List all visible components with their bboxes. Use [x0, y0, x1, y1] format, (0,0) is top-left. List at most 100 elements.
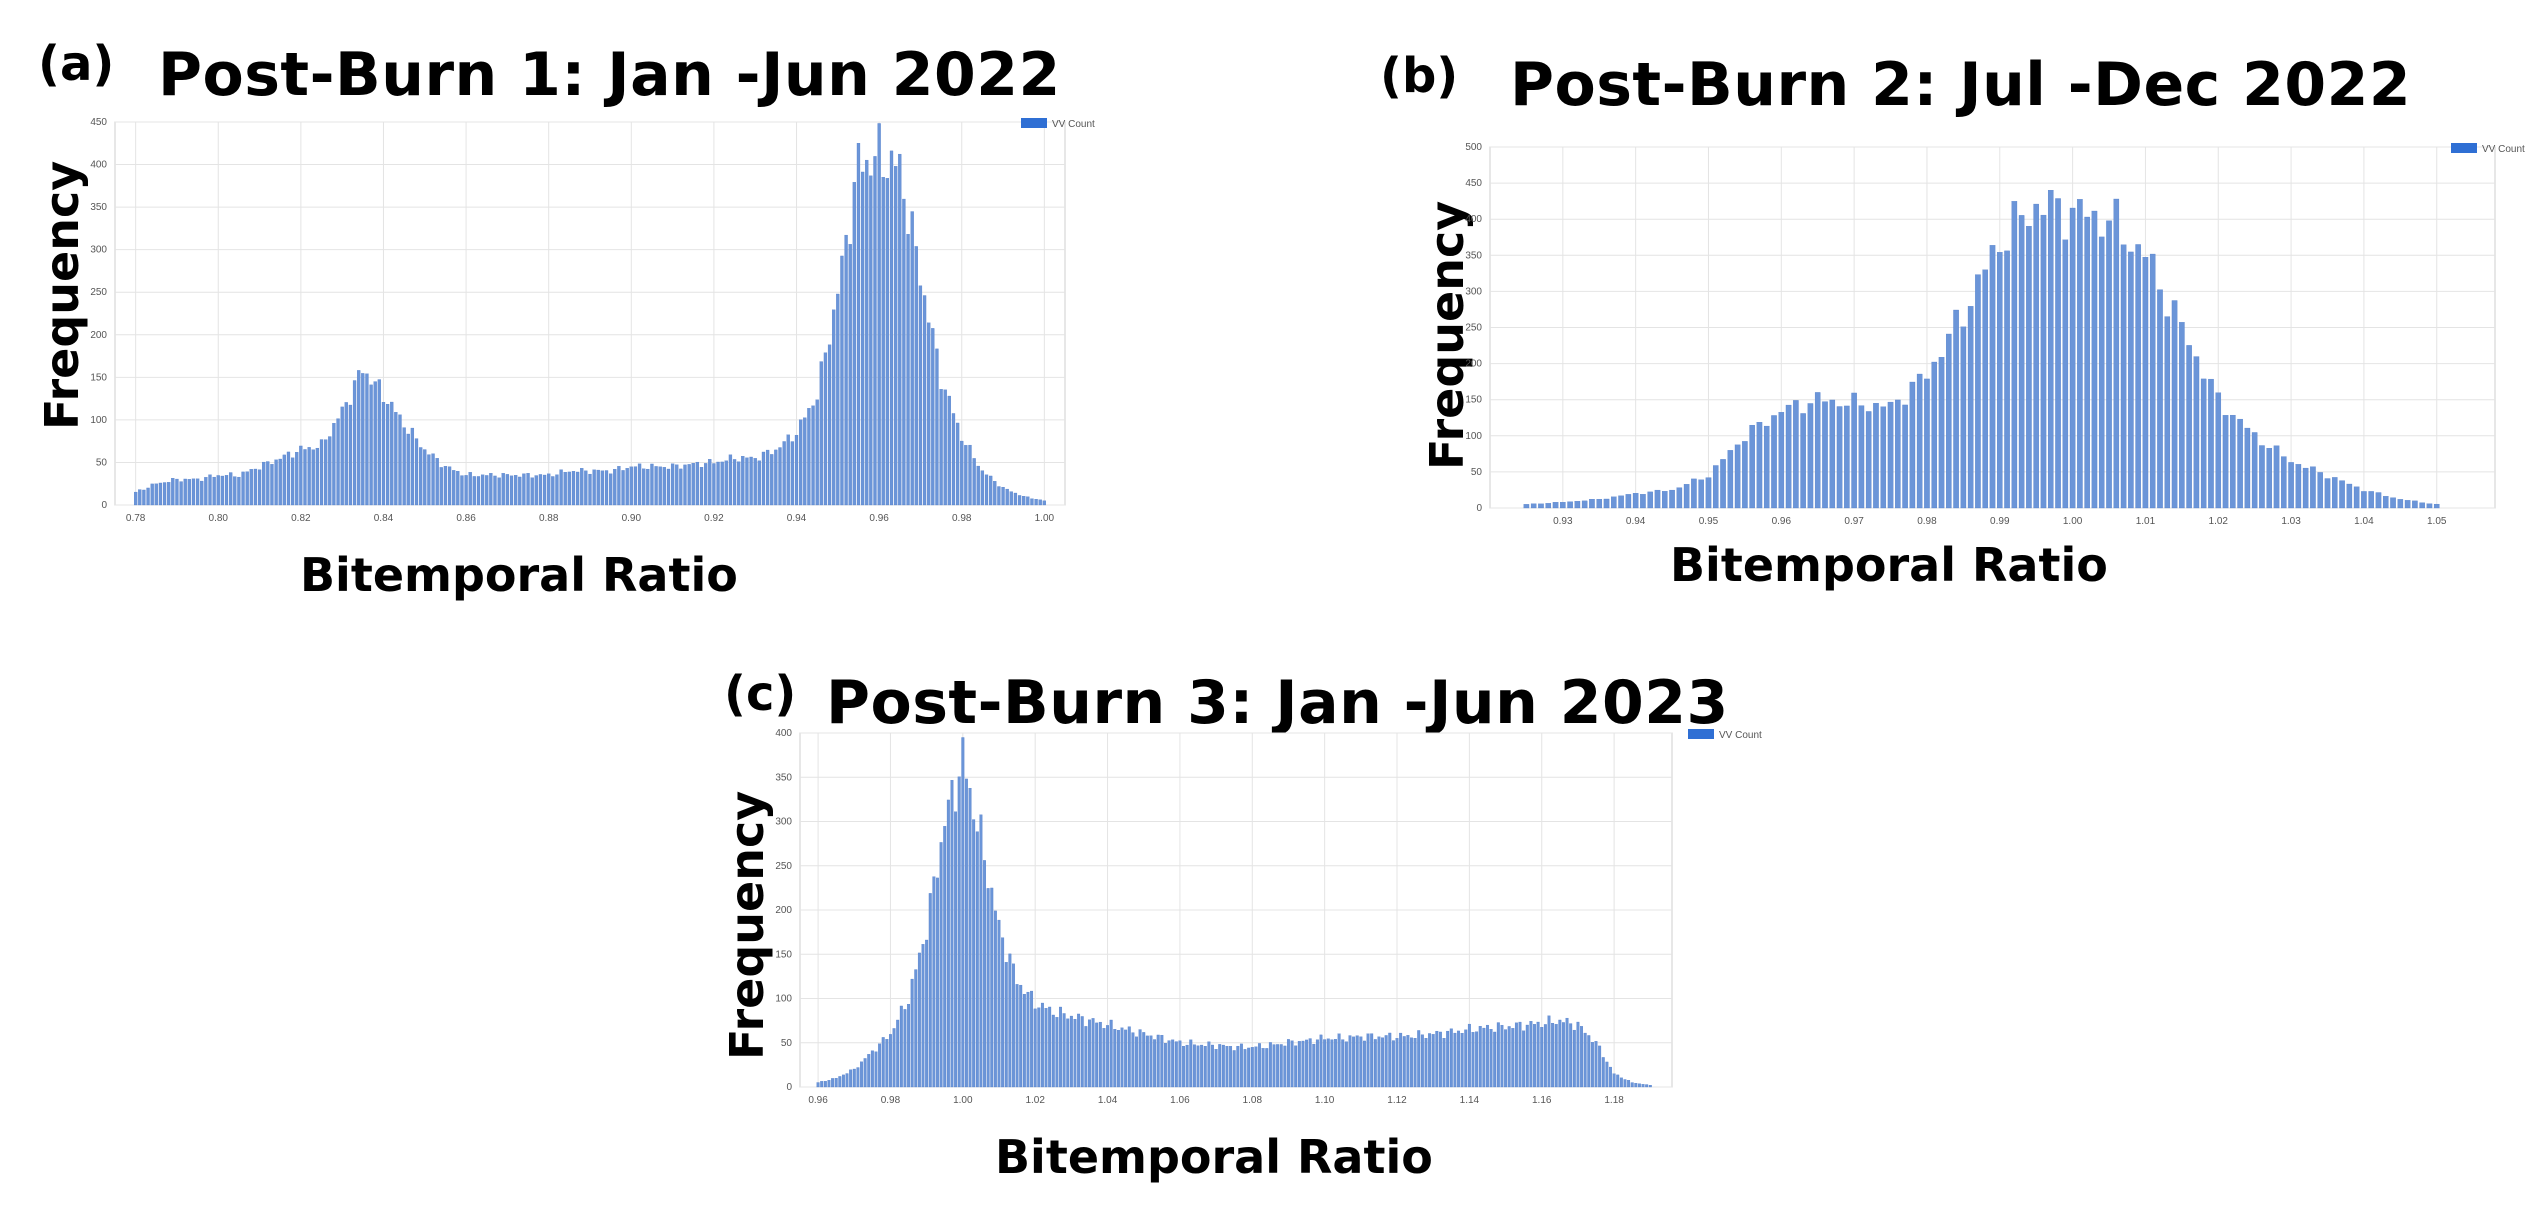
- y-tick-label: 450: [1465, 178, 1482, 189]
- histogram-bar: [1482, 1027, 1486, 1088]
- histogram-bar: [2244, 427, 2251, 509]
- histogram-bar: [1051, 1014, 1055, 1088]
- histogram-bar: [1026, 496, 1030, 506]
- histogram-bar: [361, 373, 365, 506]
- x-tick-label: 0.82: [291, 513, 311, 524]
- histogram-bar: [695, 461, 700, 506]
- histogram-bar: [1598, 1045, 1602, 1088]
- histogram-bar: [827, 344, 832, 506]
- histogram-bar: [1022, 496, 1026, 506]
- histogram-bar: [505, 474, 510, 506]
- histogram-bar: [1500, 1025, 1504, 1088]
- y-tick-label: 400: [1465, 214, 1482, 225]
- histogram-bar: [233, 476, 237, 506]
- x-tick-label: 1.12: [1387, 1095, 1407, 1106]
- x-tick-label: 1.00: [953, 1095, 973, 1106]
- histogram-bar: [1033, 1008, 1037, 1088]
- histogram-bar: [877, 123, 881, 506]
- histogram-bar: [737, 461, 741, 506]
- histogram-bar: [691, 463, 695, 506]
- histogram-bar: [1489, 1029, 1493, 1088]
- histogram-bar: [881, 177, 885, 506]
- histogram-bar: [972, 819, 976, 1088]
- histogram-bar: [1647, 491, 1653, 509]
- histogram-bar: [2149, 253, 2156, 509]
- histogram-bar: [1514, 1022, 1518, 1088]
- histogram-a: 0 50 100 150 200 250 300 350 400 450 0.78 0.80 0.82 0…: [90, 117, 1095, 524]
- x-tick-label: 1.16: [1532, 1095, 1552, 1106]
- histogram-bar: [551, 476, 555, 506]
- histogram-bar: [443, 466, 448, 506]
- histogram-bar: [2382, 496, 2389, 509]
- x-tick-label: 1.18: [1604, 1095, 1624, 1106]
- histogram-bar: [852, 1068, 856, 1088]
- x-tick-label: 1.02: [2209, 516, 2229, 527]
- histogram-bar: [1059, 1006, 1062, 1088]
- histogram-bar: [954, 811, 958, 1088]
- histogram-bar: [865, 159, 869, 506]
- histogram-bar: [2164, 316, 2171, 509]
- histogram-bar: [1763, 425, 1770, 509]
- histogram-bar: [2200, 378, 2207, 509]
- histogram-bar: [1355, 1035, 1359, 1088]
- histogram-bar: [1196, 1045, 1200, 1088]
- histogram-bar: [2077, 199, 2083, 509]
- histogram-bar: [604, 470, 609, 506]
- histogram-bar: [146, 487, 150, 506]
- histogram-bar: [1098, 1021, 1102, 1088]
- histogram-bar: [522, 473, 526, 506]
- histogram-bar: [869, 175, 873, 506]
- histogram-bar: [1457, 1030, 1460, 1088]
- histogram-bar: [547, 473, 551, 506]
- histogram-bar: [1042, 500, 1046, 506]
- histogram-bar: [1605, 1061, 1609, 1088]
- y-tick-label: 0: [1476, 503, 1482, 514]
- histogram-bar: [439, 467, 443, 506]
- histogram-bar: [352, 380, 357, 506]
- histogram-bar: [2433, 503, 2440, 509]
- histogram-bar: [823, 352, 828, 506]
- histogram-bar: [1562, 1022, 1565, 1088]
- histogram-bar: [1580, 1026, 1583, 1088]
- y-tick-label: 150: [775, 949, 792, 960]
- histogram-bar: [1909, 381, 1916, 509]
- x-tick-label: 0.99: [1990, 516, 2010, 527]
- histogram-bar: [1211, 1044, 1214, 1088]
- histogram-bar: [2026, 226, 2032, 509]
- histogram-bar: [324, 439, 328, 506]
- histogram-bar: [1742, 441, 1748, 509]
- histogram-bar: [856, 143, 861, 506]
- x-axis-label-a: Bitemporal Ratio: [300, 548, 738, 602]
- histogram-bar: [939, 842, 943, 1088]
- histogram-bar: [2324, 478, 2331, 509]
- y-tick-label: 300: [775, 817, 792, 828]
- x-tick-label: 1.01: [2136, 516, 2156, 527]
- histogram-bar: [253, 468, 258, 506]
- histogram-bar: [1471, 1032, 1475, 1088]
- histogram-bar: [1800, 413, 1806, 509]
- histogram-bar: [675, 464, 679, 506]
- histogram-bar: [1149, 1035, 1153, 1088]
- histogram-bar: [867, 1054, 871, 1088]
- histogram-bar: [2412, 500, 2418, 509]
- histogram-bar: [1156, 1034, 1160, 1088]
- histogram-bar: [340, 406, 344, 506]
- histogram-bar: [1464, 1029, 1468, 1088]
- histogram-bar: [976, 465, 980, 506]
- histogram-bar: [1698, 479, 1704, 509]
- histogram-bar: [914, 969, 918, 1088]
- histogram-bar: [642, 468, 646, 506]
- y-tick-label: 350: [775, 772, 792, 783]
- histogram-bar: [1637, 1083, 1641, 1088]
- histogram-bar: [1192, 1044, 1196, 1088]
- histogram-bar: [2120, 244, 2127, 509]
- histogram-bar: [1294, 1045, 1298, 1088]
- histogram-bar: [989, 475, 993, 506]
- y-tick-label: 350: [90, 202, 107, 213]
- histogram-bar: [344, 402, 348, 506]
- histogram-bar: [907, 1004, 911, 1088]
- histogram-bar: [1312, 1043, 1316, 1088]
- histogram-bar: [910, 211, 914, 506]
- histogram-bar: [1446, 1030, 1450, 1088]
- histogram-bar: [1069, 1015, 1073, 1088]
